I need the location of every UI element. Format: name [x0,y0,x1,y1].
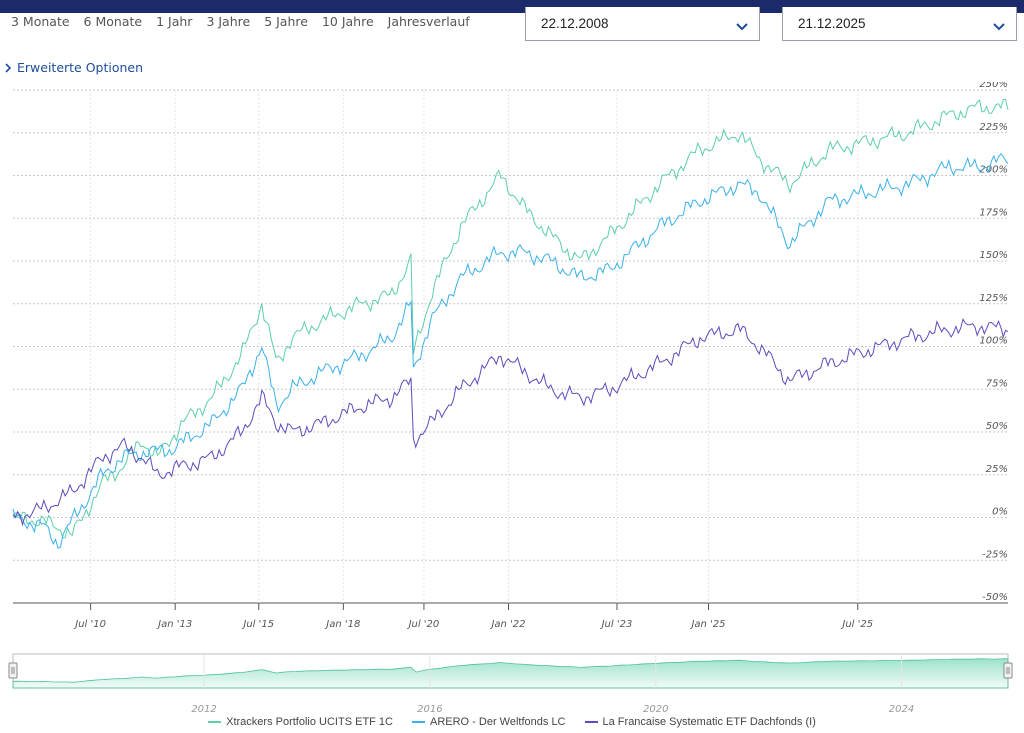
navigator-label: 2012 [191,704,216,714]
x-tick-label: Jan '13 [156,619,192,630]
chart-legend: Xtrackers Portfolio UCITS ETF 1C ARERO -… [0,716,1024,728]
x-tick-label: Jan '22 [489,619,525,630]
y-tick-label: 225% [979,122,1008,133]
navigator-label: 2024 [889,704,914,714]
navigator-area [12,658,1009,689]
range-5-jahre[interactable]: 5 Jahre [264,14,308,29]
legend-item-arero[interactable]: ARERO - Der Weltfonds LC [412,716,566,728]
chevron-right-icon [5,62,12,73]
x-tick-label: Jul '20 [407,619,440,630]
date-from-value: 22.12.2008 [541,16,609,31]
x-tick-label: Jan '18 [324,619,360,630]
x-tick-label: Jul '25 [840,619,873,630]
y-tick-label: 0% [992,507,1008,518]
x-tick-label: Jan '25 [689,619,725,630]
header-bar [0,0,1024,13]
date-to-select[interactable]: 21.12.2025 [782,7,1017,41]
range-jahresverlauf[interactable]: Jahresverlauf [387,14,470,29]
series-line-lafrancaise[interactable] [12,318,1009,527]
date-to-value: 21.12.2025 [798,16,866,31]
range-navigator[interactable]: 2012 2016 2020 2024 [0,650,1024,714]
legend-label-xtrackers: Xtrackers Portfolio UCITS ETF 1C [226,716,393,728]
legend-swatch-lafrancaise [584,721,598,723]
performance-chart[interactable]: 250% 225% 200% 175% 150% 125% 100% 75% 50% 25% 0% -… [0,82,1024,634]
legend-label-lafrancaise: La Francaise Systematic ETF Dachfonds (I… [602,716,816,728]
advanced-options-toggle[interactable]: Erweiterte Optionen [4,60,143,75]
y-tick-label: 50% [986,421,1008,432]
series-line-xtrackers[interactable] [12,98,1009,539]
y-tick-label: 250% [979,82,1008,90]
y-tick-label: -25% [982,549,1008,560]
navigator-label: 2020 [643,704,668,714]
x-tick-label: Jul '23 [600,619,633,630]
legend-swatch-xtrackers [208,721,222,723]
range-3-jahre[interactable]: 3 Jahre [206,14,251,29]
x-tick-label: Jul '10 [73,619,106,630]
y-tick-label: 100% [979,336,1008,347]
y-tick-label: -50% [982,592,1008,603]
y-tick-label: 75% [986,378,1008,389]
range-6-monate[interactable]: 6 Monate [83,14,143,29]
y-tick-label: 175% [979,207,1008,218]
y-tick-label: 150% [979,250,1008,261]
range-1-jahr[interactable]: 1 Jahr [156,14,193,29]
time-range-selector: 3 Monate 6 Monate 1 Jahr 3 Jahre 5 Jahre… [11,14,470,29]
navigator-handle-right[interactable] [1003,662,1013,679]
series-line-arero[interactable] [12,153,1009,549]
navigator-label: 2016 [417,704,442,714]
range-10-jahre[interactable]: 10 Jahre [321,14,374,29]
y-tick-label: 25% [986,464,1008,475]
navigator-handle-left[interactable] [8,662,18,679]
advanced-options-label: Erweiterte Optionen [17,60,144,75]
y-tick-label: 125% [979,293,1008,304]
chevron-down-icon [736,23,748,31]
y-tick-label: 200% [979,165,1008,176]
date-from-select[interactable]: 22.12.2008 [525,7,760,41]
legend-label-arero: ARERO - Der Weltfonds LC [430,716,566,728]
chevron-down-icon [993,23,1005,31]
range-3-monate[interactable]: 3 Monate [11,14,70,29]
legend-item-xtrackers[interactable]: Xtrackers Portfolio UCITS ETF 1C [208,716,393,728]
legend-item-lafrancaise[interactable]: La Francaise Systematic ETF Dachfonds (I… [584,716,816,728]
x-tick-label: Jul '15 [241,619,274,630]
legend-swatch-arero [412,721,425,723]
